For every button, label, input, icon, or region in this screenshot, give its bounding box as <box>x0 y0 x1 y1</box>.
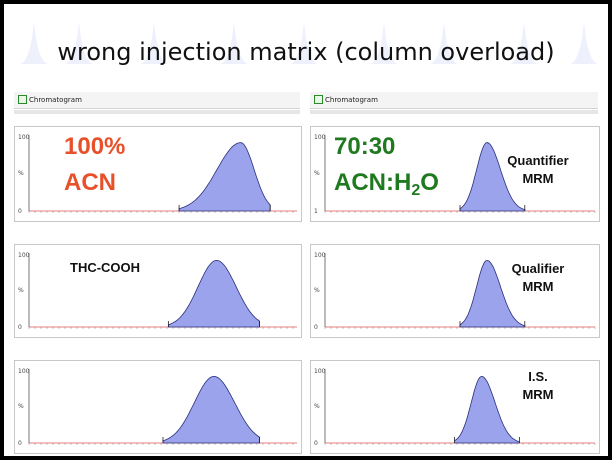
chromatogram-panel-left-is: 100% 0 <box>14 360 302 454</box>
y-tick-label: % <box>314 403 320 410</box>
watermark-peak <box>370 22 398 64</box>
trace-label-is: I.S. MRM <box>498 368 578 404</box>
y-tick-label: 0 <box>18 208 22 215</box>
chromatogram-peak <box>459 259 526 328</box>
y-tick-label: % <box>18 287 24 294</box>
trace-label-qualifier: Qualifier MRM <box>498 260 578 296</box>
right-condition-prefix: ACN:H <box>334 169 412 196</box>
watermark-peak <box>65 22 93 64</box>
chromatogram-panel-left-qualifier: 100% 0 <box>14 244 302 338</box>
watermark-peak <box>140 22 168 64</box>
left-condition-line1: 100% <box>64 133 126 160</box>
slide-title: wrong injection matrix (column overload) <box>57 38 555 66</box>
y-tick-label: 0 <box>314 324 318 331</box>
y-tick-label: 0 <box>314 440 318 447</box>
y-tick-label: 1 <box>314 208 318 215</box>
slide: wrong injection matrix (column overload)… <box>4 4 608 456</box>
trace-label-line2: MRM <box>522 279 554 294</box>
y-tick-label: % <box>314 287 320 294</box>
y-tick-label: 100 <box>314 134 326 141</box>
chromatogram-icon <box>18 95 27 104</box>
right-condition-line2: ACN:H2O <box>334 168 439 205</box>
chromatogram-svg: 100% 0 <box>314 252 596 331</box>
chromatogram-panel-right-qualifier: 100% 0 <box>310 244 600 338</box>
chromatogram-peak <box>459 142 526 212</box>
y-tick-label: 100 <box>18 134 30 141</box>
y-tick-label: % <box>18 170 24 177</box>
watermark-peak <box>220 22 248 64</box>
watermark-peak <box>570 22 598 64</box>
window-label: Chromatogram <box>29 96 82 104</box>
y-tick-label: 100 <box>314 368 326 375</box>
watermark-peak <box>510 22 538 64</box>
window-label: Chromatogram <box>325 96 378 104</box>
y-tick-label: 0 <box>18 324 22 331</box>
y-tick-label: % <box>314 170 320 177</box>
y-tick-label: 0 <box>18 440 22 447</box>
chromatogram-svg: 100% 0 <box>18 252 297 331</box>
watermark-peak <box>290 22 318 64</box>
chromatogram-peak <box>167 259 260 328</box>
toolbar-strip-left <box>14 110 300 114</box>
trace-label-line1: I.S. <box>528 369 548 384</box>
chromatogram-svg: 100% 0 <box>314 368 596 447</box>
trace-label-line2: MRM <box>522 387 554 402</box>
chromatogram-window-header-right[interactable]: Chromatogram <box>310 92 598 109</box>
background-watermark <box>20 22 598 64</box>
chromatogram-window-header-left[interactable]: Chromatogram <box>14 92 300 109</box>
trace-label-line1: Qualifier <box>511 261 565 276</box>
right-condition-subscript: 2 <box>411 182 421 199</box>
watermark-peak <box>430 22 458 64</box>
trace-label-line2: MRM <box>522 171 554 186</box>
y-tick-label: 100 <box>314 252 326 259</box>
chromatogram-svg: 100% 0 <box>18 134 297 215</box>
right-condition-line1: 70:30 <box>334 133 396 160</box>
chromatogram-panel-right-quantifier: 100% 1 <box>310 126 600 222</box>
toolbar-strip-right <box>310 110 598 114</box>
y-tick-label: 100 <box>18 252 30 259</box>
chromatogram-panel-right-is: 100% 0 <box>310 360 600 454</box>
analyte-label: THC-COOH <box>70 260 141 275</box>
chromatogram-svg: 100% 0 <box>18 368 297 447</box>
trace-label-quantifier: Quantifier MRM <box>498 152 578 188</box>
chromatogram-peak <box>162 375 260 444</box>
chromatogram-peak <box>454 375 520 444</box>
y-tick-label: 100 <box>18 368 30 375</box>
trace-label-line1: Quantifier <box>507 153 569 168</box>
left-condition-line2: ACN <box>64 169 116 196</box>
chromatogram-peak <box>178 142 271 212</box>
chromatogram-panel-left-quantifier: 100% 0 <box>14 126 302 222</box>
chromatogram-icon <box>314 95 323 104</box>
y-tick-label: % <box>18 403 24 410</box>
chromatogram-svg: 100% 1 <box>314 134 596 215</box>
watermark-peak <box>20 22 48 64</box>
right-condition-suffix: O <box>420 169 439 196</box>
